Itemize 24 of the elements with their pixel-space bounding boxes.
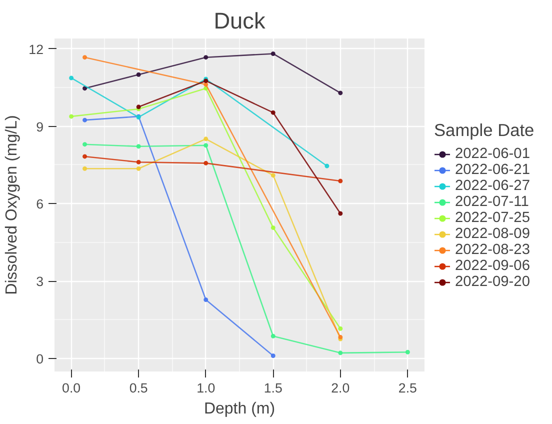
y-tick-label: 6 bbox=[36, 196, 44, 212]
y-axis-title: Dissolved Oxygen (mg/L) bbox=[4, 115, 21, 295]
chart-title: Duck bbox=[214, 8, 266, 34]
legend-label: 2022-07-25 bbox=[455, 210, 530, 226]
y-tick-label: 3 bbox=[36, 274, 44, 290]
x-tick-label: 0.5 bbox=[129, 380, 148, 396]
x-tick-label: 2.0 bbox=[331, 380, 350, 396]
legend-label: 2022-07-11 bbox=[455, 194, 529, 210]
legend-label: 2022-08-09 bbox=[455, 226, 530, 242]
x-tick-label: 1.0 bbox=[196, 380, 216, 396]
legend-label: 2022-06-21 bbox=[455, 162, 530, 178]
y-tick-label: 9 bbox=[36, 119, 44, 134]
legend-label: 2022-09-20 bbox=[455, 274, 530, 290]
legend-title: Sample Date bbox=[434, 120, 534, 140]
y-tick-label: 0 bbox=[36, 352, 44, 367]
x-tick-label: 0.0 bbox=[62, 380, 81, 396]
x-tick-label: 1.5 bbox=[264, 380, 282, 396]
legend-label: 2022-09-06 bbox=[455, 258, 530, 274]
legend-label: 2022-06-01 bbox=[455, 146, 530, 162]
x-axis-title: Depth (m) bbox=[204, 400, 276, 418]
legend-label: 2022-08-23 bbox=[455, 242, 530, 258]
legend-label: 2022-06-27 bbox=[455, 178, 530, 194]
y-tick-label: 12 bbox=[28, 42, 44, 57]
x-tick-label: 2.5 bbox=[398, 380, 417, 396]
